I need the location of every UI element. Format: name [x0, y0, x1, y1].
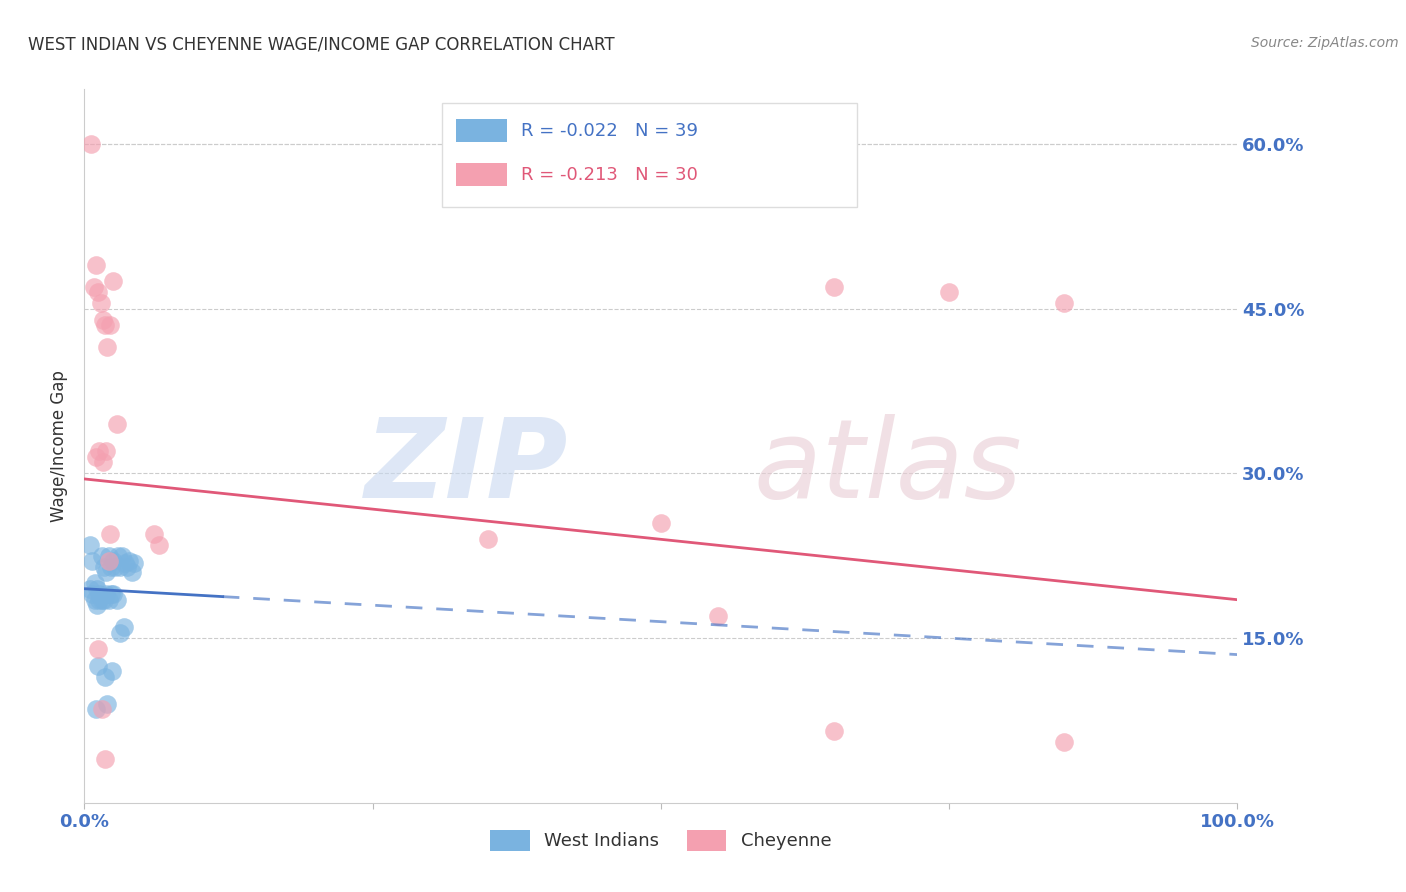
Point	[938, 285, 960, 300]
Point	[87, 285, 110, 300]
Point	[115, 559, 138, 574]
Text: Source: ZipAtlas.com: Source: ZipAtlas.com	[1251, 36, 1399, 50]
Point	[94, 318, 117, 333]
Point	[87, 642, 110, 657]
Point	[98, 526, 121, 541]
Point	[707, 609, 730, 624]
Point	[97, 549, 120, 563]
Point	[94, 669, 117, 683]
FancyBboxPatch shape	[441, 103, 856, 207]
Point	[82, 587, 104, 601]
Text: WEST INDIAN VS CHEYENNE WAGE/INCOME GAP CORRELATION CHART: WEST INDIAN VS CHEYENNE WAGE/INCOME GAP …	[28, 36, 614, 54]
Point	[84, 450, 107, 464]
Point	[86, 582, 108, 596]
Point	[103, 274, 124, 288]
FancyBboxPatch shape	[456, 163, 508, 186]
Point	[83, 592, 105, 607]
Point	[94, 752, 117, 766]
Y-axis label: Wage/Income Gap: Wage/Income Gap	[51, 370, 69, 522]
Point	[89, 444, 111, 458]
Point	[105, 417, 128, 431]
Point	[105, 592, 128, 607]
Point	[103, 554, 124, 568]
Point	[84, 258, 107, 272]
Point	[97, 554, 120, 568]
Point	[477, 533, 499, 547]
Point	[89, 296, 111, 310]
Point	[90, 549, 112, 563]
Point	[108, 625, 131, 640]
FancyBboxPatch shape	[456, 120, 508, 142]
Point	[96, 587, 118, 601]
Point	[823, 280, 845, 294]
Point	[87, 658, 110, 673]
Point	[79, 582, 101, 596]
Point	[1053, 735, 1076, 749]
Point	[96, 444, 118, 458]
Point	[121, 566, 143, 580]
Point	[112, 620, 135, 634]
Point	[100, 587, 122, 601]
Point	[96, 340, 118, 354]
Point	[114, 557, 136, 571]
Point	[118, 554, 141, 568]
Point	[823, 724, 845, 739]
Point	[100, 559, 122, 574]
Point	[91, 455, 114, 469]
Text: R = -0.213   N = 30: R = -0.213 N = 30	[522, 166, 699, 184]
Point	[89, 587, 111, 601]
Point	[111, 549, 134, 563]
Legend: West Indians, Cheyenne: West Indians, Cheyenne	[484, 822, 838, 858]
Point	[101, 664, 124, 678]
Text: ZIP: ZIP	[366, 414, 568, 521]
Text: atlas: atlas	[754, 414, 1022, 521]
Point	[104, 559, 127, 574]
Point	[79, 538, 101, 552]
Point	[108, 559, 131, 574]
Point	[97, 592, 120, 607]
Point	[90, 702, 112, 716]
Point	[98, 318, 121, 333]
Point	[1053, 296, 1076, 310]
Point	[148, 538, 170, 552]
Point	[96, 566, 118, 580]
Point	[96, 697, 118, 711]
Point	[83, 576, 105, 591]
Text: R = -0.022   N = 39: R = -0.022 N = 39	[522, 121, 699, 139]
Point	[122, 557, 145, 571]
Point	[86, 598, 108, 612]
Point	[80, 137, 103, 152]
Point	[89, 592, 111, 607]
Point	[650, 516, 672, 530]
Point	[82, 554, 104, 568]
Point	[103, 587, 124, 601]
Point	[107, 549, 129, 563]
Point	[93, 592, 115, 607]
Point	[90, 592, 112, 607]
Point	[93, 559, 115, 574]
Point	[83, 280, 105, 294]
Point	[142, 526, 165, 541]
Point	[84, 702, 107, 716]
Point	[91, 312, 114, 326]
